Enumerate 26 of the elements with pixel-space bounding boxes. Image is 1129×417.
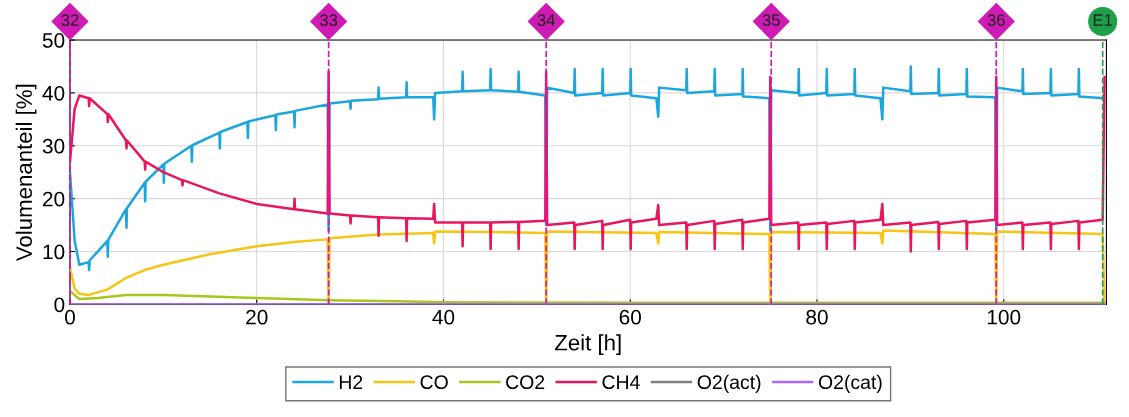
annotation: 32 bbox=[61, 14, 79, 26]
annotation: 33 bbox=[320, 14, 338, 26]
x-tick-label: 100 bbox=[987, 309, 1021, 325]
legend-label: O2(cat) bbox=[818, 374, 882, 393]
x-tick-label: 80 bbox=[806, 309, 828, 325]
legend-label: CH4 bbox=[602, 375, 640, 390]
y-tick-label: 30 bbox=[42, 138, 65, 154]
legend-label: CO2 bbox=[506, 375, 545, 390]
x-tick-label: 20 bbox=[246, 309, 268, 325]
y-tick-label: 50 bbox=[42, 33, 65, 48]
x-tick-label: 40 bbox=[432, 309, 455, 325]
legend-label: H2 bbox=[339, 375, 363, 389]
x-axis-title: Zeit [h] bbox=[554, 334, 621, 355]
y-tick-label: 10 bbox=[43, 244, 65, 260]
y-tick-label: 0 bbox=[54, 297, 65, 313]
x-tick-label: 0 bbox=[65, 309, 75, 325]
y-axis-title: Volumenanteil [%] bbox=[15, 84, 37, 262]
x-tick-label: 60 bbox=[619, 309, 641, 325]
legend-label: O2(act) bbox=[697, 374, 761, 393]
legend-label: CO bbox=[420, 375, 448, 390]
y-tick-label: 20 bbox=[43, 191, 65, 207]
annotation: 34 bbox=[537, 14, 555, 26]
annotation: 35 bbox=[762, 14, 780, 26]
y-tick-label: 40 bbox=[42, 85, 65, 101]
text: E1 bbox=[1093, 14, 1113, 26]
annotation: 36 bbox=[987, 14, 1005, 26]
